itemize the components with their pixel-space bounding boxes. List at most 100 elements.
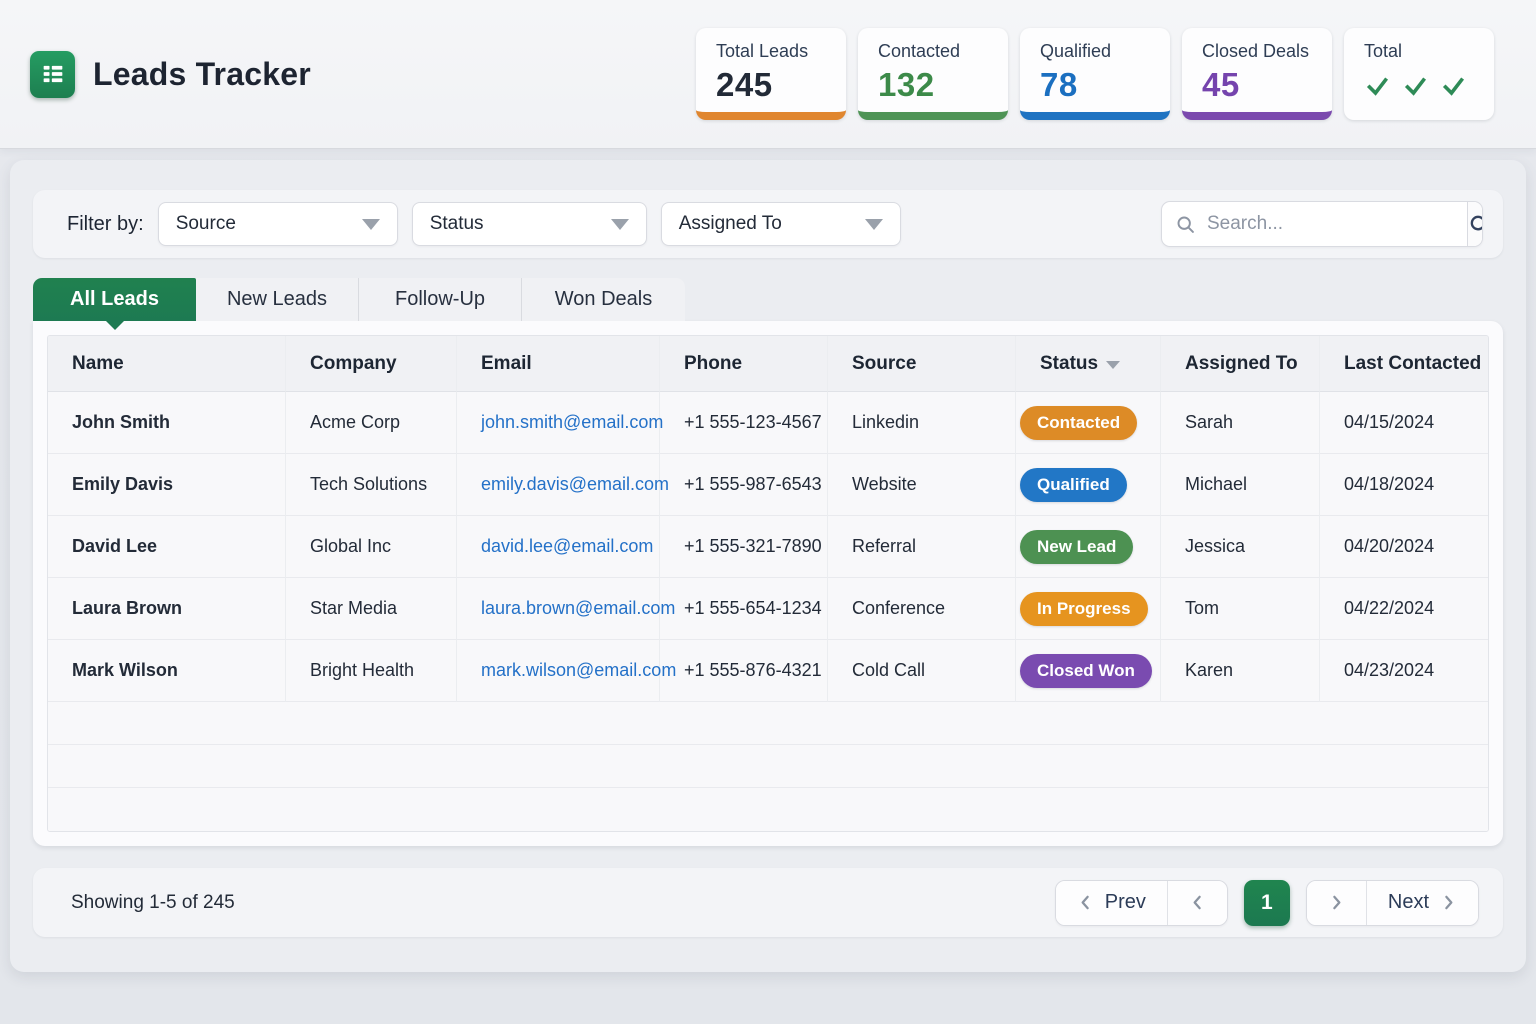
active-tab-pointer	[104, 320, 125, 330]
prev-button-label: Prev	[1104, 891, 1146, 913]
leads-table-panel: Name Company Email Phone Source Status Assigne…	[33, 321, 1503, 846]
stat-card-label: Qualified	[1040, 41, 1112, 61]
lead-assigned-cell: Karen	[1161, 640, 1320, 702]
lead-name-cell: David Lee	[48, 516, 286, 578]
chevron-left-icon	[1193, 895, 1201, 910]
email-link[interactable]: david.lee@email.com	[481, 536, 654, 556]
lead-phone-cell: +1 555-123-4567	[660, 392, 828, 454]
empty-row	[48, 745, 1488, 788]
lead-source-cell: Website	[828, 454, 1016, 516]
tab-follow-up[interactable]: Follow-Up	[359, 278, 522, 321]
email-link[interactable]: john.smith@email.com	[481, 412, 664, 432]
chevron-left-icon	[1081, 895, 1089, 910]
status-filter-dropdown[interactable]: Status	[411, 202, 647, 246]
lead-assigned-cell: Sarah	[1161, 392, 1320, 454]
chevron-right-icon	[1333, 895, 1341, 910]
lead-last-contacted-cell: 04/23/2024	[1320, 640, 1488, 702]
column-header-name[interactable]: Name	[48, 336, 286, 392]
stat-card: Total	[1344, 28, 1494, 120]
lead-last-contacted-cell: 04/18/2024	[1320, 454, 1488, 516]
status-badge: Closed Won	[1020, 653, 1152, 688]
stat-card-value: 45	[1202, 66, 1240, 103]
lead-status-cell: Qualified	[1016, 454, 1161, 516]
chevron-down-icon	[361, 218, 380, 230]
lead-email-cell: emily.davis@email.com	[457, 454, 669, 516]
email-link[interactable]: emily.davis@email.com	[481, 474, 669, 494]
lead-status-cell: In Progress	[1016, 578, 1161, 640]
showing-count-label: Showing 1-5 of 245	[71, 891, 235, 913]
lead-assigned-cell: Jessica	[1161, 516, 1320, 578]
page-title: Leads Tracker	[93, 55, 311, 92]
leads-table: Name Company Email Phone Source Status Assigne…	[47, 335, 1489, 832]
check-icon	[1402, 74, 1429, 103]
lead-status-cell: Contacted	[1016, 392, 1161, 454]
empty-row	[48, 702, 1488, 745]
chevron-down-icon	[864, 218, 883, 230]
table-header-row: Name Company Email Phone Source Status Assigne…	[48, 336, 1488, 392]
table-row: Emily Davis Tech Solutions emily.davis@e…	[48, 454, 1488, 516]
column-header-status[interactable]: Status	[1016, 336, 1161, 392]
brand: Leads Tracker	[30, 50, 311, 98]
assigned-to-filter-dropdown[interactable]: Assigned To	[660, 202, 901, 246]
lead-name-cell: Emily Davis	[48, 454, 286, 516]
lead-assigned-cell: Michael	[1161, 454, 1320, 516]
lead-assigned-cell: Tom	[1161, 578, 1320, 640]
status-badge: In Progress	[1020, 591, 1148, 626]
lead-source-cell: Cold Call	[828, 640, 1016, 702]
lead-phone-cell: +1 555-987-6543	[660, 454, 828, 516]
stat-card-label: Total	[1364, 41, 1403, 61]
empty-row	[48, 788, 1488, 831]
prev-button[interactable]: Prev	[1055, 880, 1167, 925]
stat-card-value: 132	[878, 66, 935, 103]
email-link[interactable]: laura.brown@email.com	[481, 598, 676, 618]
tab-won-deals[interactable]: Won Deals	[522, 278, 685, 321]
column-header-company[interactable]: Company	[286, 336, 457, 392]
stat-card: Closed Deals 45	[1182, 28, 1332, 120]
tab-all-leads[interactable]: All Leads	[33, 278, 196, 330]
column-header-last-contacted[interactable]: Last Contacted	[1320, 336, 1488, 392]
filter-bar: Filter by: Source Status Assigned To	[33, 190, 1503, 258]
assigned-to-filter-value: Assigned To	[678, 213, 782, 234]
stat-card: Contacted 132	[858, 28, 1008, 120]
lead-company-cell: Star Media	[286, 578, 457, 640]
table-row: Laura Brown Star Media laura.brown@email…	[48, 578, 1488, 640]
tabs: All Leads New Leads Follow-Up Won Deals	[33, 278, 1503, 330]
email-link[interactable]: mark.wilson@email.com	[481, 660, 677, 680]
lead-email-cell: david.lee@email.com	[457, 516, 660, 578]
next-button[interactable]: Next	[1365, 880, 1478, 925]
column-header-source[interactable]: Source	[828, 336, 1016, 392]
table-row: Mark Wilson Bright Health mark.wilson@em…	[48, 640, 1488, 702]
tab-new-leads[interactable]: New Leads	[196, 278, 359, 321]
pagination: Prev 1 Next	[1054, 879, 1479, 926]
lead-status-cell: New Lead	[1016, 516, 1161, 578]
status-badge: New Lead	[1020, 529, 1134, 564]
prev-page-chevron-button[interactable]	[1166, 880, 1227, 925]
search-input[interactable]	[1205, 212, 1454, 236]
column-header-phone[interactable]: Phone	[660, 336, 828, 392]
stat-card-label: Closed Deals	[1202, 41, 1310, 61]
stat-card-label: Contacted	[878, 41, 961, 61]
lead-name-cell: Laura Brown	[48, 578, 286, 640]
source-filter-dropdown[interactable]: Source	[157, 202, 398, 246]
lead-company-cell: Acme Corp	[286, 392, 457, 454]
lead-last-contacted-cell: 04/22/2024	[1320, 578, 1488, 640]
column-header-assigned-to[interactable]: Assigned To	[1161, 336, 1320, 392]
check-icon	[1440, 74, 1467, 103]
column-header-email[interactable]: Email	[457, 336, 660, 392]
lead-phone-cell: +1 555-654-1234	[660, 578, 828, 640]
table-footer: Showing 1-5 of 245 Prev 1	[33, 868, 1503, 937]
spreadsheet-icon	[30, 50, 75, 98]
lead-last-contacted-cell: 04/20/2024	[1320, 516, 1488, 578]
stat-card-label: Total Leads	[716, 41, 809, 61]
check-icon	[1364, 74, 1391, 103]
stat-card: Total Leads 245	[696, 28, 846, 120]
lead-source-cell: Conference	[828, 578, 1016, 640]
search-button[interactable]	[1467, 202, 1482, 246]
stat-card-value: 245	[716, 66, 773, 103]
lead-company-cell: Bright Health	[286, 640, 457, 702]
search-icon	[1470, 215, 1482, 230]
lead-name-cell: John Smith	[48, 392, 286, 454]
next-page-chevron-button[interactable]	[1306, 880, 1366, 925]
current-page-button[interactable]: 1	[1243, 879, 1290, 926]
chevron-right-icon	[1445, 895, 1453, 910]
